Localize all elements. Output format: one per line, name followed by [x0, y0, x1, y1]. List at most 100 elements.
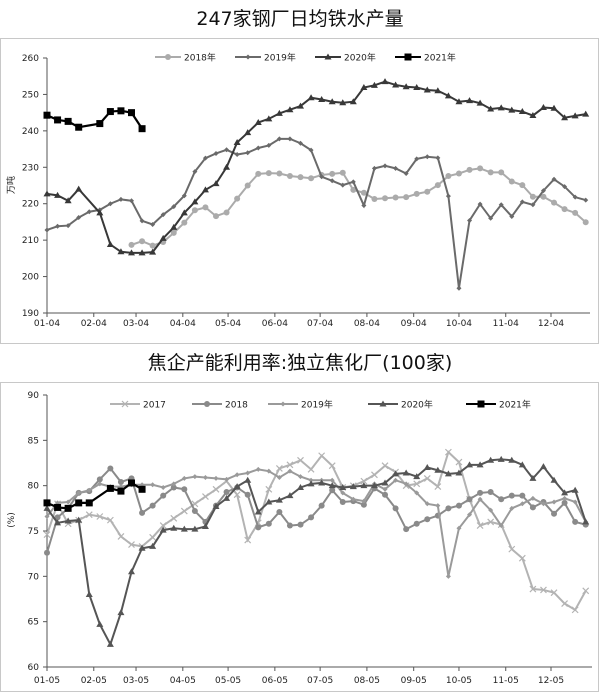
data-point — [477, 496, 483, 502]
data-point — [106, 241, 114, 248]
series-2020年 — [43, 78, 590, 256]
data-point — [75, 123, 83, 131]
data-point — [539, 463, 547, 470]
data-point — [393, 165, 399, 171]
data-point — [572, 499, 578, 505]
data-point — [265, 498, 273, 505]
data-point — [393, 477, 399, 483]
data-point — [170, 229, 177, 236]
data-point — [160, 492, 167, 499]
data-point — [540, 501, 546, 507]
data-point — [403, 170, 409, 176]
data-point — [85, 590, 93, 597]
data-point — [402, 469, 410, 476]
data-point — [128, 109, 136, 117]
data-point — [413, 480, 421, 488]
data-point — [382, 491, 389, 498]
data-point — [297, 174, 304, 181]
x-tick-label: 03-04 — [123, 319, 149, 329]
data-point — [487, 105, 495, 112]
data-point — [106, 484, 114, 492]
data-point — [307, 480, 315, 487]
data-point — [328, 462, 336, 470]
data-point — [223, 494, 231, 501]
data-point — [149, 248, 157, 255]
legend-marker — [121, 400, 129, 408]
y-tick-label: 250 — [22, 90, 39, 100]
data-point — [466, 97, 474, 104]
x-tick-label: 07-05 — [307, 676, 333, 686]
y-tick-label: 230 — [22, 163, 39, 173]
data-point — [582, 110, 590, 117]
data-point — [444, 470, 452, 477]
chart-2: 60 65 70 75 80 85 90 01-05 02-05 03-05 04-05 05-05 0… — [7, 391, 592, 686]
data-point — [519, 182, 526, 189]
data-point — [170, 514, 178, 522]
data-point — [76, 490, 82, 496]
y-tick-label: 190 — [22, 309, 39, 319]
data-point — [455, 170, 462, 177]
data-point — [286, 173, 293, 180]
data-point — [476, 461, 484, 468]
legend-label: 2018年 — [184, 52, 216, 64]
data-point — [245, 470, 251, 476]
data-point — [540, 586, 547, 594]
y-tick-label: 75 — [28, 527, 39, 537]
data-point — [255, 524, 262, 531]
data-point — [244, 476, 252, 483]
data-point — [191, 525, 199, 532]
data-point — [349, 98, 357, 105]
data-point — [561, 489, 569, 496]
data-point — [245, 150, 251, 156]
data-point — [275, 496, 283, 503]
y-tick-label: 200 — [22, 273, 39, 283]
data-point — [202, 204, 209, 211]
data-point — [180, 209, 188, 216]
x-tick-label: 01-05 — [34, 676, 60, 686]
y-tick-label: 80 — [28, 482, 40, 492]
legend-marker — [165, 54, 171, 60]
data-point — [76, 215, 82, 221]
legend-marker — [280, 401, 286, 407]
data-point — [128, 479, 136, 487]
legend-label: 2019年 — [264, 52, 296, 64]
data-point — [456, 525, 462, 531]
data-point — [149, 242, 156, 249]
data-point — [572, 194, 578, 200]
x-tick-label: 10-04 — [446, 319, 472, 329]
data-point — [202, 475, 208, 481]
data-point — [117, 248, 125, 255]
data-point — [487, 489, 494, 496]
x-tick-label: 02-04 — [81, 319, 107, 329]
data-point — [329, 477, 335, 483]
data-point — [350, 179, 356, 185]
data-point — [508, 178, 515, 185]
data-point — [244, 491, 251, 498]
data-point — [223, 163, 231, 170]
data-point — [106, 640, 114, 647]
y-tick-label: 260 — [22, 54, 39, 64]
data-point — [498, 202, 504, 208]
data-point — [212, 180, 220, 187]
y-tick-label: 85 — [28, 436, 39, 446]
data-point — [455, 469, 463, 476]
data-point — [171, 204, 177, 210]
data-point — [487, 169, 494, 176]
data-point — [181, 486, 188, 493]
data-point — [308, 477, 314, 483]
data-point — [106, 108, 114, 116]
x-tick-label: 03-05 — [123, 676, 149, 686]
data-point — [254, 508, 262, 515]
data-point — [64, 504, 72, 512]
data-point — [582, 219, 589, 226]
data-point — [255, 466, 261, 472]
data-point — [455, 502, 462, 509]
data-point — [160, 212, 166, 218]
data-point — [255, 145, 261, 151]
y-axis-label: 万吨 — [5, 176, 17, 194]
data-point — [571, 486, 579, 493]
data-point — [234, 152, 240, 158]
data-point — [551, 199, 558, 206]
data-point — [434, 87, 442, 94]
data-point — [180, 507, 188, 515]
